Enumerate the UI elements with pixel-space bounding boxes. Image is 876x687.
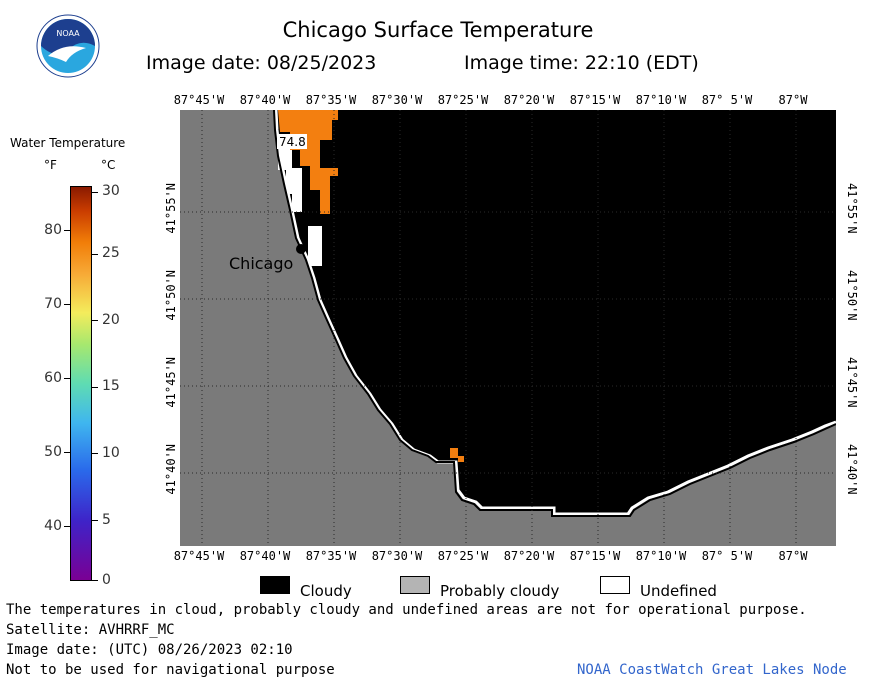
lon-label-top: 87°45'W (173, 93, 225, 107)
lat-label-left: 41°50'N (164, 270, 178, 321)
legend-title: Water Temperature (10, 136, 126, 150)
c-tick: 25 (102, 245, 120, 261)
lon-label-bottom: 87°10'W (635, 549, 687, 563)
lon-label-bottom: 87°45'W (173, 549, 225, 563)
lon-label-bottom: 87° 5'W (701, 549, 753, 563)
c-tick: 20 (102, 312, 120, 328)
utc-date-text: Image date: (UTC) 08/26/2023 02:10 (6, 642, 293, 658)
lat-label-left: 41°45'N (164, 357, 178, 408)
image-date: Image date: 08/25/2023 (146, 52, 377, 74)
temperature-label: 74.8 (279, 135, 306, 149)
cloud-cover-area (275, 110, 836, 514)
tick-mark (92, 254, 98, 255)
source-link[interactable]: NOAA CoastWatch Great Lakes Node (577, 662, 847, 678)
lat-label-left: 41°55'N (164, 183, 178, 234)
lon-label-top: 87°35'W (305, 93, 357, 107)
tick-mark (92, 453, 98, 454)
c-tick: 15 (102, 378, 120, 394)
lon-label-top: 87° 5'W (701, 93, 753, 107)
lat-label-right: 41°45'N (845, 357, 859, 408)
c-tick: 5 (102, 512, 111, 528)
key-cloudy-label: Cloudy (300, 582, 352, 600)
chicago-marker (296, 244, 306, 254)
tick-mark (92, 580, 98, 581)
lon-label-top: 87°20'W (503, 93, 555, 107)
unit-celsius: °C (101, 158, 116, 172)
lon-label-bottom: 87°15'W (569, 549, 621, 563)
lat-label-left: 41°40'N (164, 444, 178, 495)
tick-mark (64, 304, 70, 305)
shoreline (273, 110, 836, 517)
lon-label-top: 87°30'W (371, 93, 423, 107)
tick-mark (92, 320, 98, 321)
key-probably-cloudy-label: Probably cloudy (440, 582, 560, 600)
lon-label-bottom: 87°35'W (305, 549, 357, 563)
f-tick: 70 (44, 296, 62, 312)
lon-label-bottom: 87°W (778, 549, 808, 563)
key-probably-cloudy-swatch (400, 576, 430, 594)
lon-label-bottom: 87°40'W (239, 549, 291, 563)
tick-mark (64, 452, 70, 453)
satellite-text: Satellite: AVHRRF_MC (6, 622, 175, 638)
unit-fahrenheit: °F (44, 158, 57, 172)
temperature-colorbar (70, 186, 92, 581)
lon-label-top: 87°10'W (635, 93, 687, 107)
c-tick: 30 (102, 183, 120, 199)
lon-label-top: 87°40'W (239, 93, 291, 107)
nav-warning-text: Not to be used for navigational purpose (6, 662, 335, 678)
lon-label-bottom: 87°30'W (371, 549, 423, 563)
key-undefined-label: Undefined (640, 582, 717, 600)
f-tick: 40 (44, 518, 62, 534)
logo-text: NOAA (56, 29, 80, 38)
tick-mark (92, 192, 98, 193)
tick-mark (64, 230, 70, 231)
lon-label-top: 87°15'W (569, 93, 621, 107)
tick-mark (92, 387, 98, 388)
f-tick: 80 (44, 222, 62, 238)
c-tick: 10 (102, 445, 120, 461)
temperature-map: Chicago 74.8 (180, 110, 836, 546)
c-tick: 0 (102, 572, 111, 588)
tick-mark (64, 526, 70, 527)
lon-label-top: 87°W (778, 93, 808, 107)
image-time: Image time: 22:10 (EDT) (464, 52, 699, 74)
page-title: Chicago Surface Temperature (282, 18, 594, 42)
noaa-logo: NOAA (36, 14, 100, 78)
lon-label-top: 87°25'W (437, 93, 489, 107)
key-cloudy-swatch (260, 576, 290, 594)
lat-label-right: 41°50'N (845, 270, 859, 321)
lat-label-right: 41°40'N (845, 444, 859, 495)
key-undefined-swatch (600, 576, 630, 594)
f-tick: 50 (44, 444, 62, 460)
lat-label-right: 41°55'N (845, 183, 859, 234)
city-label: Chicago (229, 254, 293, 273)
lon-label-bottom: 87°25'W (437, 549, 489, 563)
lon-label-bottom: 87°20'W (503, 549, 555, 563)
disclaimer-text: The temperatures in cloud, probably clou… (6, 602, 807, 618)
tick-mark (64, 378, 70, 379)
grid-lines (180, 110, 836, 546)
tick-mark (92, 520, 98, 521)
f-tick: 60 (44, 370, 62, 386)
temperature-label-box (277, 134, 307, 149)
